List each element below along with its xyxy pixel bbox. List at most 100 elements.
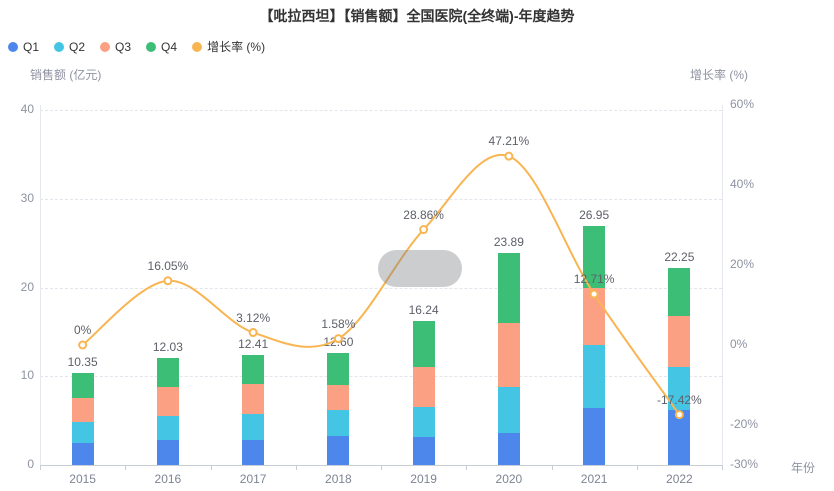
bar-segment-2016-Q4[interactable] (156, 358, 179, 387)
gridline-30 (40, 198, 722, 200)
chart-title: 【吡拉西坦】【销售额】全国医院(全终端)-年度趋势 (259, 8, 575, 24)
bar-segment-2019-Q2[interactable] (412, 407, 435, 438)
growth-label-2020: 47.21% (488, 134, 530, 149)
legend-item-growth-rate[interactable]: 增长率 (%) (192, 38, 265, 55)
legend-label: 增长率 (%) (207, 40, 266, 54)
growth-point-2020[interactable] (504, 151, 514, 161)
growth-label-2015: 0% (73, 323, 92, 337)
right-axis-tick-60%: 60% (730, 97, 755, 111)
legend-label: Q2 (69, 39, 86, 54)
x-axis-tick (381, 465, 382, 470)
x-axis-tick (295, 465, 297, 470)
legend-marker-q1-icon (8, 41, 18, 52)
bar-segment-2020-Q4[interactable] (497, 252, 520, 323)
left-axis-tick-20: 20 (20, 279, 34, 294)
bar-segment-2016-Q2[interactable] (156, 416, 179, 441)
bar-segment-2019-Q4[interactable] (412, 320, 435, 368)
growth-point-2018[interactable] (333, 334, 343, 344)
x-axis-label-2022: 2022 (666, 472, 693, 486)
legend-marker-q2-icon (54, 41, 65, 52)
legend-label: Q1 (23, 39, 40, 54)
bar-segment-2015-Q2[interactable] (71, 421, 94, 443)
left-axis-tick-0: 0 (27, 457, 34, 471)
legend-item-q2[interactable]: Q2 (54, 40, 85, 54)
x-axis-tick (40, 465, 41, 470)
x-axis-tick (636, 465, 638, 470)
bar-segment-2015-Q1[interactable] (71, 442, 94, 465)
x-axis-label-2019: 2019 (410, 472, 437, 486)
bar-segment-2021-Q1[interactable] (583, 408, 606, 465)
right-axis-title: 增长率 (%) (690, 68, 748, 82)
growth-label-2016: 16.05% (147, 258, 189, 273)
x-axis-tick (466, 465, 468, 470)
legend-marker-q3-icon (100, 41, 111, 52)
growth-label-2021: 12.71% (573, 272, 615, 287)
bar-segment-2022-Q2[interactable] (668, 367, 691, 410)
legend-item-q3[interactable]: Q3 (100, 40, 131, 54)
x-axis-tick (722, 465, 723, 470)
gridline-10 (40, 376, 722, 378)
legend-item-q4[interactable]: Q4 (146, 40, 177, 54)
legend-item-q1[interactable]: Q1 (8, 40, 39, 54)
growth-label-2022: -17.42% (657, 392, 702, 407)
bar-segment-2017-Q2[interactable] (242, 413, 265, 441)
bar-segment-2021-Q2[interactable] (583, 345, 606, 409)
bar-total-label-2016: 12.03 (152, 340, 183, 355)
left-axis-tick-30: 30 (20, 190, 34, 205)
bar-segment-2022-Q3[interactable] (668, 315, 691, 368)
bar-segment-2017-Q1[interactable] (242, 440, 265, 465)
x-axis-label-2018: 2018 (325, 472, 352, 486)
x-axis-label-2021: 2021 (580, 472, 608, 486)
growth-point-2021[interactable] (589, 289, 599, 299)
bar-segment-2020-Q1[interactable] (497, 433, 520, 465)
x-axis-tick (551, 465, 553, 470)
x-axis-label-2016: 2016 (154, 472, 182, 486)
x-axis-tick (125, 465, 127, 470)
bar-total-label-2015: 10.35 (67, 355, 98, 370)
left-axis-tick-40: 40 (20, 102, 34, 116)
growth-label-2017: 3.12% (236, 310, 271, 325)
bar-segment-2018-Q4[interactable] (327, 353, 350, 386)
bar-segment-2019-Q1[interactable] (412, 437, 435, 465)
y-axis-line-left (40, 105, 41, 465)
right-axis-tick-40%: 40% (730, 177, 755, 191)
bar-segment-2015-Q3[interactable] (71, 398, 94, 422)
bar-segment-2017-Q3[interactable] (242, 384, 265, 414)
bar-segment-2022-Q4[interactable] (668, 267, 691, 316)
watermark (378, 250, 462, 287)
bar-segment-2020-Q2[interactable] (497, 386, 520, 434)
bar-total-label-2017: 12.41 (238, 336, 269, 351)
bar-segment-2016-Q1[interactable] (156, 440, 179, 465)
left-axis-tick-10: 10 (20, 368, 34, 383)
bar-segment-2022-Q1[interactable] (668, 409, 691, 465)
growth-point-2019[interactable] (419, 225, 429, 235)
legend-marker-growth-rate-icon (192, 41, 203, 52)
left-axis-title: 销售额 (亿元) (30, 68, 102, 82)
legend-label: Q3 (115, 39, 132, 54)
growth-label-2018: 1.58% (321, 316, 356, 331)
gridline-40 (40, 110, 722, 111)
bar-segment-2016-Q3[interactable] (156, 386, 179, 417)
growth-point-2016[interactable] (163, 276, 173, 286)
right-axis-tick-20%: 20% (730, 257, 755, 271)
bar-segment-2018-Q1[interactable] (327, 435, 350, 465)
bar-segment-2017-Q4[interactable] (242, 354, 265, 385)
bar-segment-2018-Q2[interactable] (327, 409, 350, 436)
growth-point-2017[interactable] (248, 328, 258, 338)
growth-point-2015[interactable] (78, 340, 88, 350)
x-axis-tick (210, 465, 212, 470)
bar-total-label-2019: 16.24 (408, 302, 439, 317)
bar-segment-2015-Q4[interactable] (71, 373, 94, 399)
bar-segment-2021-Q4[interactable] (583, 225, 606, 289)
bar-segment-2020-Q3[interactable] (497, 323, 520, 387)
legend-label: Q4 (161, 39, 178, 54)
bar-segment-2018-Q3[interactable] (327, 385, 350, 410)
bar-segment-2019-Q3[interactable] (412, 367, 435, 408)
x-axis-title: 年份 (791, 461, 816, 475)
growth-point-2022[interactable] (674, 410, 684, 420)
right-axis-tick--20%: -20% (730, 417, 759, 431)
x-axis-label-2020: 2020 (495, 472, 523, 486)
